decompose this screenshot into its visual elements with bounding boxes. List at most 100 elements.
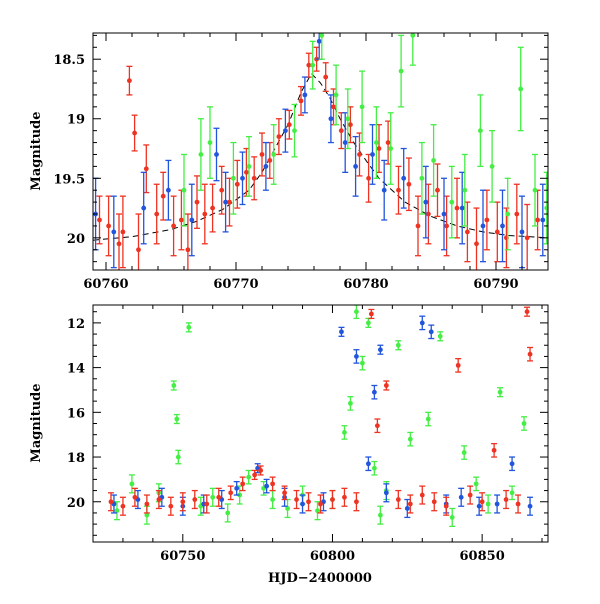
top-series-1-point bbox=[140, 171, 147, 245]
bottom-series-1-point bbox=[476, 496, 483, 516]
bottom-series-0-point bbox=[371, 460, 378, 476]
top-series-0-point bbox=[415, 195, 421, 257]
bottom-series-1-point bbox=[233, 480, 240, 496]
bottom-series-1-point bbox=[299, 494, 306, 514]
bottom-series-2-point bbox=[395, 489, 402, 510]
top-series-0-point bbox=[513, 183, 520, 245]
top-series-0-point bbox=[251, 156, 258, 201]
bottom-series-1-point bbox=[527, 496, 534, 516]
top-series-0-point bbox=[135, 213, 142, 270]
top-series-2-point bbox=[373, 106, 380, 179]
top-y-tick-label: 18.5 bbox=[53, 53, 85, 68]
bottom-series-2-point bbox=[191, 489, 198, 510]
bottom-series-2-point bbox=[107, 492, 114, 512]
top-series-2-point bbox=[309, 40, 316, 90]
top-y-tick-label: 19 bbox=[67, 113, 85, 128]
top-series-0-point bbox=[119, 195, 126, 269]
top-series-0-point bbox=[365, 153, 372, 203]
bottom-series-2-point bbox=[524, 306, 531, 317]
top-series-1-point bbox=[539, 183, 546, 257]
top-series-0-point bbox=[286, 109, 293, 140]
top-series-2-point bbox=[448, 165, 455, 239]
top-series-0-point bbox=[338, 112, 345, 150]
bottom-series-1-point bbox=[419, 315, 426, 331]
top-x-tick-label: 60790 bbox=[473, 277, 518, 292]
bottom-series-2-point bbox=[251, 469, 258, 481]
top-series-2-point bbox=[543, 171, 548, 245]
bottom-series-1-point bbox=[494, 494, 501, 514]
bottom-series-1-point bbox=[458, 487, 465, 507]
bottom-series-2-point bbox=[353, 492, 360, 512]
top-series-0-point bbox=[534, 189, 541, 251]
top-series-1-point bbox=[499, 189, 506, 263]
top-series-2-point bbox=[207, 106, 213, 179]
bottom-series-0-point bbox=[314, 501, 321, 521]
top-series-2-point bbox=[333, 64, 340, 126]
bottom-series-2-point bbox=[527, 346, 534, 362]
bottom-series-0-point bbox=[128, 474, 135, 494]
bottom-y-axis-label: Magnitude bbox=[29, 383, 44, 462]
bottom-series-0-point bbox=[497, 387, 504, 398]
bottom-series-0-point bbox=[485, 494, 492, 514]
top-x-tick-label: 60770 bbox=[213, 277, 258, 292]
bottom-series-2-point bbox=[215, 487, 222, 507]
top-series-0-point bbox=[494, 201, 501, 263]
top-series-0-point bbox=[503, 207, 510, 269]
bottom-series-2-point bbox=[341, 487, 348, 507]
top-series-2-point bbox=[430, 124, 437, 197]
top-series-1-point bbox=[165, 159, 172, 221]
top-series-0-point bbox=[259, 132, 265, 177]
bottom-series-2-point bbox=[479, 492, 486, 512]
bottom-series-2-point bbox=[239, 476, 246, 492]
bottom-series-0-point bbox=[175, 449, 182, 465]
bottom-series-0-point bbox=[284, 498, 291, 519]
top-series-2-point bbox=[532, 153, 538, 227]
top-series-1-point bbox=[327, 94, 334, 144]
top-series-0-point bbox=[116, 213, 122, 270]
top-series-2-point bbox=[461, 153, 468, 227]
top-series-2-point bbox=[504, 177, 511, 251]
bottom-y-tick-label: 14 bbox=[67, 362, 85, 377]
top-series-0-point bbox=[266, 141, 273, 179]
bottom-series-2-point bbox=[167, 496, 174, 516]
bottom-series-0-point bbox=[173, 413, 180, 425]
top-series-0-point bbox=[305, 52, 312, 78]
bottom-series-1-point bbox=[404, 498, 411, 519]
bottom-series-2-point bbox=[431, 492, 438, 512]
bottom-series-0-point bbox=[365, 317, 372, 329]
top-series-2-point bbox=[344, 88, 351, 150]
bottom-series-0-point bbox=[353, 305, 360, 320]
bottom-series-1-point bbox=[365, 456, 372, 472]
bottom-series-0-point bbox=[473, 476, 480, 492]
top-series-0-point bbox=[322, 62, 329, 93]
top-series-0-point bbox=[298, 85, 304, 116]
bottom-series-2-point bbox=[143, 494, 150, 514]
bottom-series-1-point bbox=[377, 344, 384, 355]
top-series-0-point bbox=[275, 118, 282, 156]
bottom-series-2-point bbox=[131, 487, 138, 507]
top-series-0-point bbox=[483, 189, 490, 251]
top-series-2-point bbox=[359, 70, 366, 144]
bottom-series-1-point bbox=[110, 494, 117, 514]
bottom-series-0-point bbox=[395, 340, 402, 351]
bottom-series-2-point bbox=[281, 485, 288, 501]
top-series-0-point bbox=[376, 124, 382, 173]
top-series-1-point bbox=[282, 108, 289, 153]
top-series-2-point bbox=[517, 46, 524, 132]
bottom-series-2-point bbox=[374, 418, 381, 434]
bottom-series-0-point bbox=[197, 496, 204, 516]
top-series-0-point bbox=[473, 207, 480, 270]
bottom-series-0-point bbox=[209, 487, 216, 507]
bottom-series-0-point bbox=[377, 505, 384, 525]
bottom-series-2-point bbox=[515, 494, 522, 514]
top-series-0-point bbox=[454, 177, 460, 239]
top-series-2-point bbox=[398, 34, 405, 108]
bottom-series-0-point bbox=[425, 411, 432, 427]
top-series-2-point bbox=[387, 112, 394, 185]
bottom-series-0-point bbox=[341, 425, 348, 440]
top-series-1-point bbox=[110, 195, 117, 269]
bottom-series-0-point bbox=[113, 501, 120, 521]
top-series-1-point bbox=[480, 189, 486, 263]
top-series-0-point bbox=[226, 177, 233, 227]
